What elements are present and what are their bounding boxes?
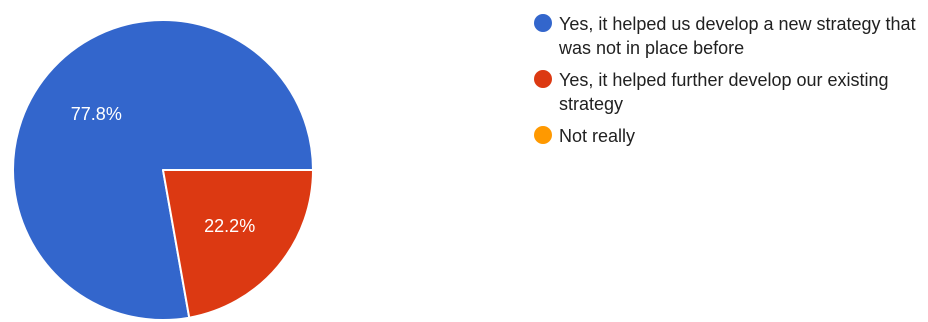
legend-label-not-really: Not really bbox=[559, 126, 636, 146]
legend-label-new-strategy: Yes, it helped us develop a new strategy… bbox=[559, 14, 916, 58]
slice-label-further-develop: 22.2% bbox=[204, 216, 255, 236]
legend-label-further-develop: Yes, it helped further develop our exist… bbox=[559, 70, 889, 114]
legend: Yes, it helped us develop a new strategy… bbox=[534, 12, 926, 156]
legend-swatch-further-develop bbox=[534, 70, 552, 88]
legend-item-not-really[interactable]: Not really bbox=[534, 124, 926, 148]
legend-swatch-new-strategy bbox=[534, 14, 552, 32]
pie-slice-further-develop[interactable] bbox=[162, 169, 314, 319]
legend-item-new-strategy[interactable]: Yes, it helped us develop a new strategy… bbox=[534, 12, 926, 60]
legend-item-further-develop[interactable]: Yes, it helped further develop our exist… bbox=[534, 68, 926, 116]
legend-swatch-not-really bbox=[534, 126, 552, 144]
slice-label-new-strategy: 77.8% bbox=[71, 104, 122, 124]
